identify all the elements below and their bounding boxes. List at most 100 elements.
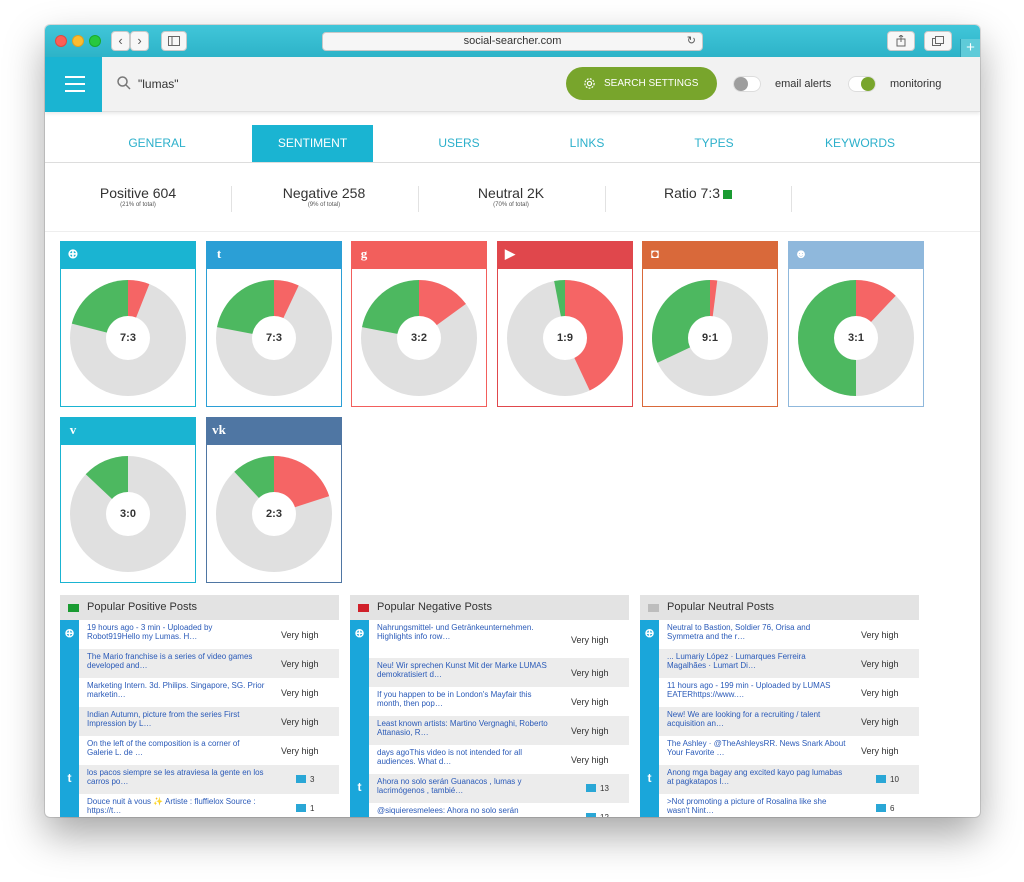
post-link[interactable]: 19 hours ago - 3 min - Uploaded by Robot… [87,623,213,641]
menu-button[interactable] [45,57,102,112]
close-window-button[interactable] [55,35,67,47]
sidebar-toggle-button[interactable] [161,31,187,51]
search-settings-button[interactable]: SEARCH SETTINGS [566,67,717,100]
post-link[interactable]: Douce nuit à vous ✨ Artiste : fluffielox… [87,797,256,815]
stat-divider [605,186,606,212]
post-link[interactable]: The Ashley · @TheAshleysRR. News Snark A… [667,739,846,757]
list-item[interactable]: New! We are looking for a recruiting / t… [640,707,919,736]
list-item[interactable]: Anong mga bagay ang excited kayo pag lum… [640,765,919,794]
list-item[interactable]: Marketing Intern. 3d. Philips. Singapore… [60,678,339,707]
list-item[interactable]: >Not promoting a picture of Rosalina lik… [640,794,919,817]
list-item[interactable]: If you happen to be in London's Mayfair … [350,687,629,716]
stat-divider [231,186,232,212]
popular-list-neutral: Popular Neutral Posts Neutral to Bastion,… [640,595,919,817]
list-item[interactable]: The Mario franchise is a series of video… [60,649,339,678]
back-button[interactable]: ‹ [111,31,130,51]
post-link[interactable]: days agoThis video is not intended for a… [377,748,522,766]
post-link[interactable]: Indian Autumn, picture from the series F… [87,710,240,728]
chevron-right-icon: › [137,33,142,48]
network-card-google[interactable]: g 3:2 [351,241,487,407]
post-link[interactable]: The Mario franchise is a series of video… [87,652,253,670]
vimeo-icon: v [69,422,77,437]
source-strip: ⊕ [60,620,79,765]
list-item[interactable]: Nahrungsmittel- und Getränkeunternehmen.… [350,620,629,658]
tab-links[interactable]: LINKS [569,136,605,150]
retweet-icon [586,784,596,792]
network-card-twitter[interactable]: t 7:3 [206,241,342,407]
source-strip: t [640,765,659,817]
post-reach: Very high [571,697,609,707]
network-card-vimeo[interactable]: v 3:0 [60,417,196,583]
share-button[interactable] [887,31,915,51]
gear-icon [584,78,595,89]
post-link[interactable]: New! We are looking for a recruiting / t… [667,710,821,728]
network-card-reddit[interactable]: ☻ 3:1 [788,241,924,407]
post-link[interactable]: Nahrungsmittel- und Getränkeunternehmen.… [377,623,534,641]
list-item[interactable]: On the left of the composition is a corn… [60,736,339,765]
tab-types[interactable]: TYPES [694,136,734,150]
popular-list-header: Popular Neutral Posts [640,595,919,620]
youtube-icon: ▶ [505,246,515,261]
post-link[interactable]: >Not promoting a picture of Rosalina lik… [667,797,827,815]
email-alerts-toggle[interactable] [733,76,761,92]
network-card-web[interactable]: ⊕ 7:3 [60,241,196,407]
tabs-overview-button[interactable] [924,31,952,51]
post-link[interactable]: @siquieresmelees: Ahora no solo serán [377,806,519,815]
tab-keywords[interactable]: KEYWORDS [824,136,895,150]
post-reach: Very high [571,755,609,765]
list-item[interactable]: The Ashley · @TheAshleysRR. News Snark A… [640,736,919,765]
post-link[interactable]: If you happen to be in London's Mayfair … [377,690,532,708]
twitter-icon: t [216,246,222,261]
sentiment-square-icon [648,604,659,612]
list-item[interactable]: ... Lumariy López · Lumarques Ferreira M… [640,649,919,678]
post-link[interactable]: Least known artists: Martino Vergnaghi, … [377,719,548,737]
list-item[interactable]: 19 hours ago - 3 min - Uploaded by Robot… [60,620,339,649]
maximize-window-button[interactable] [89,35,101,47]
list-item[interactable]: los pacos siempre se les atraviesa la ge… [60,765,339,794]
post-link[interactable]: Neutral to Bastion, Soldier 76, Orisa an… [667,623,811,641]
list-item[interactable]: Ahora no solo serán Guanacos , lumas y l… [350,774,629,803]
post-link[interactable]: Neu! Wir sprechen Kunst Mit der Marke LU… [377,661,547,679]
popular-list-negative: Popular Negative Posts Nahrungsmittel- un… [350,595,629,817]
sentiment-donut [507,280,623,396]
list-item[interactable]: Neu! Wir sprechen Kunst Mit der Marke LU… [350,658,629,687]
forward-button[interactable]: › [130,31,149,51]
sentiment-donut [652,280,768,396]
list-item[interactable]: Douce nuit à vous ✨ Artiste : fluffielox… [60,794,339,817]
sentiment-square-icon [358,604,369,612]
post-link[interactable]: Anong mga bagay ang excited kayo pag lum… [667,768,843,786]
list-item[interactable]: Indian Autumn, picture from the series F… [60,707,339,736]
post-link[interactable]: Marketing Intern. 3d. Philips. Singapore… [87,681,265,699]
address-bar[interactable]: social-searcher.com ↻ [322,32,703,51]
list-item[interactable]: @siquieresmelees: Ahora no solo serán 12 [350,803,629,817]
list-item[interactable]: Neutral to Bastion, Soldier 76, Orisa an… [640,620,919,649]
network-card-vk[interactable]: vk 2:3 [206,417,342,583]
list-item[interactable]: days agoThis video is not intended for a… [350,745,629,774]
reload-icon[interactable]: ↻ [686,35,696,47]
donut-hole [834,316,878,360]
search-input[interactable]: "lumas" [138,77,179,91]
stat-neutral: Neutral 2K (70% of total) [418,185,604,208]
network-card-youtube[interactable]: ▶ 1:9 [497,241,633,407]
popular-list-title: Popular Positive Posts [87,601,198,613]
tab-general[interactable]: GENERAL [128,136,186,150]
stat-neutral-share: (70% of total) [493,202,529,208]
sentiment-tabs: GENERAL SENTIMENT USERS LINKS TYPES KEYW… [45,125,980,163]
sentiment-square-icon [68,604,79,612]
reddit-icon: ☻ [794,246,808,261]
post-link[interactable]: On the left of the composition is a corn… [87,739,240,757]
minimize-window-button[interactable] [72,35,84,47]
post-link[interactable]: Ahora no solo serán Guanacos , lumas y l… [377,777,522,795]
post-reach: Very high [861,746,899,756]
new-tab-button[interactable]: + [960,39,980,57]
list-item[interactable]: Least known artists: Martino Vergnaghi, … [350,716,629,745]
tab-sentiment[interactable]: SENTIMENT [252,125,373,162]
list-item[interactable]: 11 hours ago - 199 min - Uploaded by LUM… [640,678,919,707]
url-text: social-searcher.com [463,35,562,47]
post-link[interactable]: 11 hours ago - 199 min - Uploaded by LUM… [667,681,831,699]
post-link[interactable]: ... Lumariy López · Lumarques Ferreira M… [667,652,806,670]
monitoring-toggle[interactable] [848,76,876,92]
tab-users[interactable]: USERS [438,136,480,150]
network-card-instagram[interactable]: ◘ 9:1 [642,241,778,407]
post-link[interactable]: los pacos siempre se les atraviesa la ge… [87,768,264,786]
